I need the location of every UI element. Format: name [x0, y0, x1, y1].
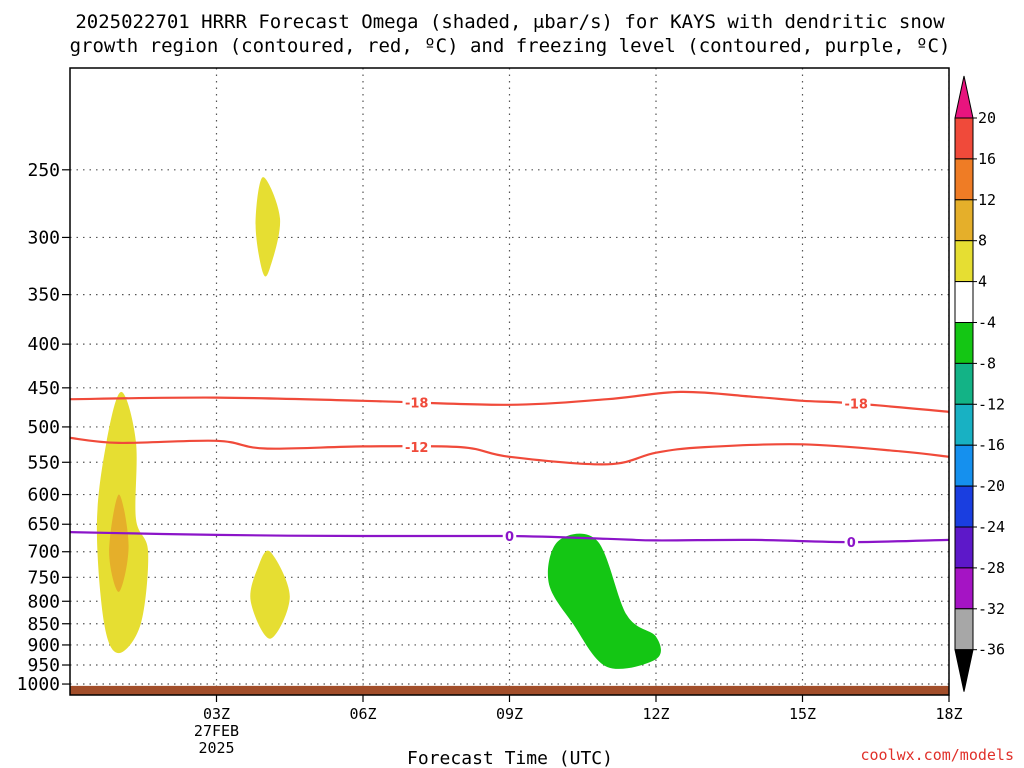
contour-label: -12: [405, 441, 429, 456]
y-tick-label: 850: [27, 614, 60, 635]
colorbar-swatch: [954, 608, 974, 651]
colorbar-label: -4: [978, 314, 996, 332]
contour-line: [70, 531, 949, 544]
y-tick-label: 900: [27, 635, 60, 656]
colorbar-swatch: [954, 199, 974, 242]
colorbar-swatch: [954, 158, 974, 201]
colorbar-swatch: [954, 322, 974, 364]
y-axis: 2503003504004505005506006507007508008509…: [17, 160, 70, 695]
x-axis-label: Forecast Time (UTC): [407, 748, 613, 768]
colorbar-swatch: [954, 526, 974, 569]
colorbar-label: -32: [978, 600, 1005, 618]
credit-text: coolwx.com/models: [860, 746, 1014, 764]
x-tick-label: 18Z: [935, 705, 962, 723]
y-tick-label: 750: [27, 567, 60, 588]
y-tick-label: 450: [27, 378, 60, 399]
chart-title-line1: 2025022701 HRRR Forecast Omega (shaded, …: [75, 11, 945, 33]
colorbar-swatch: [954, 281, 974, 324]
colorbar-swatch: [954, 403, 974, 446]
contour-label-bg: [402, 438, 431, 454]
plot-area: -18 -18 -12 0 0: [69, 67, 950, 696]
x-tick-year: 2025: [198, 739, 234, 757]
omega-region: [250, 550, 290, 639]
colorbar-label: 8: [978, 232, 987, 250]
y-tick-label: 650: [27, 514, 60, 535]
omega-region: [109, 494, 129, 592]
surface-terrain: [70, 685, 949, 695]
colorbar-swatch: [954, 485, 974, 528]
x-tick-label: 06Z: [349, 705, 376, 723]
contour-label: 0: [505, 530, 514, 545]
x-tick-date: 27FEB: [194, 722, 239, 740]
omega-region: [547, 533, 661, 669]
colorbar-label: 4: [978, 273, 987, 291]
colorbar-swatch: [954, 240, 974, 283]
y-tick-label: 300: [27, 227, 60, 248]
colorbar-label: 16: [978, 150, 996, 168]
colorbar-label: -24: [978, 518, 1005, 536]
colorbar-label: -20: [978, 477, 1005, 495]
contour-label-bg: [402, 394, 431, 410]
y-tick-label: 600: [27, 485, 60, 506]
colorbar-label: -8: [978, 354, 996, 372]
colorbar-bottom-arrow: [954, 649, 974, 692]
contour-label-bg: [844, 534, 859, 550]
colorbar-label: -28: [978, 559, 1005, 577]
colorbar-top-arrow: [954, 75, 974, 119]
y-tick-label: 250: [27, 160, 60, 181]
contour-label: 0: [847, 536, 856, 551]
y-tick-label: 550: [27, 452, 60, 473]
contour-label-bg: [502, 528, 517, 544]
colorbar-swatch: [954, 567, 974, 610]
x-tick-label: 09Z: [496, 705, 523, 723]
colorbar-swatch: [954, 117, 974, 160]
y-tick-label: 700: [27, 542, 60, 563]
x-tick-label: 15Z: [789, 705, 816, 723]
y-tick-label: 400: [27, 334, 60, 355]
contour-line: [70, 436, 949, 466]
omega-region: [255, 177, 281, 277]
colorbar: 20 16 12 8 4 -4 -8 -12 -16 -20 -24 -28 -32 -36: [954, 75, 1005, 692]
contour-line: [70, 390, 949, 413]
y-tick-label: 800: [27, 591, 60, 612]
chart-title-line2: growth region (contoured, red, ºC) and f…: [70, 35, 951, 57]
contour-label: -18: [844, 398, 868, 413]
y-tick-label: 1000: [17, 674, 60, 695]
y-tick-label: 500: [27, 417, 60, 438]
colorbar-swatch: [954, 444, 974, 487]
colorbar-label: 12: [978, 191, 996, 209]
colorbar-label: -16: [978, 436, 1005, 454]
colorbar-label: 20: [978, 109, 996, 127]
colorbar-label: -36: [978, 641, 1005, 659]
x-tick-label: 03Z: [203, 705, 230, 723]
contour-label-bg: [841, 395, 871, 411]
colorbar-label: -12: [978, 395, 1005, 413]
contour-label: -18: [405, 396, 429, 411]
x-tick-label: 12Z: [642, 705, 669, 723]
colorbar-swatch: [954, 362, 974, 405]
plot-content: -18 -18 -12 0 0: [70, 68, 949, 695]
y-tick-label: 350: [27, 285, 60, 306]
y-tick-label: 950: [27, 655, 60, 676]
